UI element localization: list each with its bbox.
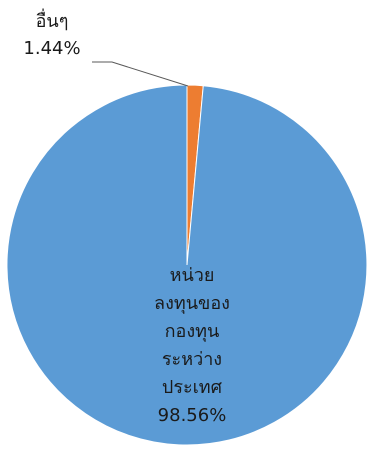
pie-slices <box>6 84 368 446</box>
leader-line-other <box>92 61 189 87</box>
data-label-line: ระหว่าง <box>162 349 222 370</box>
data-label-line: 1.44% <box>23 38 80 59</box>
data-label-line: กองทุน <box>165 321 220 342</box>
data-label-line: ประเทศ <box>162 377 223 398</box>
data-label-international-fund-units: หน่วยลงทุนของกองทุนระหว่างประเทศ 98.56% <box>154 265 230 426</box>
data-label-line: อื่นๆ <box>36 8 69 32</box>
data-label-other: อื่นๆ 1.44% <box>23 8 80 59</box>
data-label-line: 98.56% <box>158 405 227 426</box>
pie-slice-international-fund-units <box>6 84 368 446</box>
data-labels: อื่นๆ 1.44% หน่วยลงทุนของกองทุนระหว่างประเ… <box>23 8 230 426</box>
data-label-line: หน่วย <box>170 265 215 286</box>
data-label-line: ลงทุนของ <box>154 293 230 314</box>
